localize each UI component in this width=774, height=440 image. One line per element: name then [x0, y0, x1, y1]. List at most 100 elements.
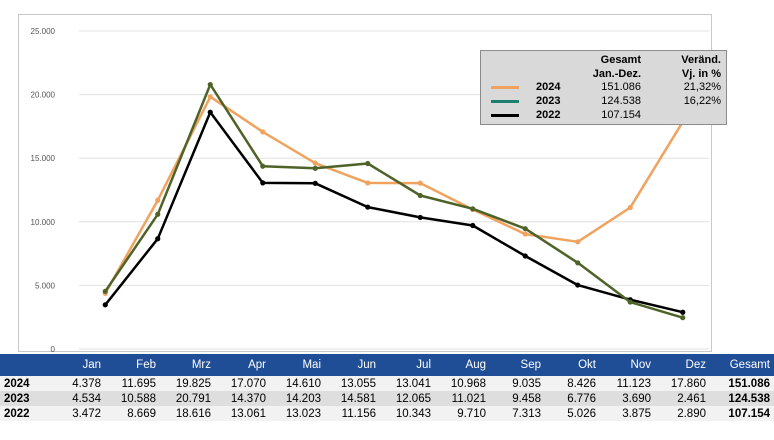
table-header: Apr: [215, 354, 270, 376]
legend-total-2023: 124.538: [601, 95, 641, 107]
table-cell: 3.875: [600, 406, 655, 421]
table-cell: 14.610: [270, 376, 325, 391]
table-header: Dez: [655, 354, 710, 376]
table-row: 2022 3.472 8.669 18.616 13.061 13.023 11…: [0, 406, 774, 421]
table-cell: 18.616: [160, 406, 215, 421]
y-tick-label: 20.000: [31, 91, 56, 100]
table-cell: 8.669: [105, 406, 160, 421]
table-cell: 3.472: [50, 406, 105, 421]
data-point-2023: [680, 315, 686, 321]
data-point-2023: [312, 165, 318, 171]
table-header: Feb: [105, 354, 160, 376]
table-cell: 13.041: [380, 376, 435, 391]
table-cell: 14.203: [270, 391, 325, 406]
chart-frame: 0 5.000 10.000 15.000 20.000 25.000 Gesamt Ja…: [18, 14, 727, 353]
data-point-2023: [417, 192, 423, 199]
data-point-2023: [260, 163, 266, 169]
table-cell: 11.695: [105, 376, 160, 391]
table-header: Okt: [545, 354, 600, 376]
table-cell: 2.890: [655, 406, 710, 421]
table-cell: 5.026: [545, 406, 600, 421]
series-line-2024: [104, 95, 684, 294]
table-cell: 9.710: [435, 406, 490, 421]
data-point-2023: [155, 211, 161, 217]
y-tick-label: 0: [51, 345, 56, 353]
legend-year-2023: 2023: [536, 95, 561, 107]
legend-swatch-2023: [491, 100, 519, 103]
table-cell-total: 151.086: [710, 376, 774, 391]
data-point-2022: [155, 236, 161, 242]
data-point-2022: [470, 222, 476, 229]
data-point-2024: [155, 197, 161, 203]
table-cell: 9.035: [490, 376, 545, 391]
table-cell: 6.776: [545, 391, 600, 406]
table-cell: 10.588: [105, 391, 160, 406]
table-cell: 17.860: [655, 376, 710, 391]
legend-year-2022: 2022: [536, 109, 561, 121]
data-point-2024: [522, 231, 528, 237]
data-point-2024: [260, 129, 266, 135]
table-cell: 4.378: [50, 376, 105, 391]
legend-header-change-2: Vj. in %: [681, 68, 721, 80]
legend-header-total-2: Jan.-Dez.: [592, 68, 641, 80]
table-cell: 8.426: [545, 376, 600, 391]
data-table: Jan Feb Mrz Apr Mai Jun Jul Aug Sep Okt …: [0, 354, 774, 421]
data-point-2023: [470, 206, 476, 212]
legend-header-change-1: Veränd.: [681, 54, 721, 66]
legend-change-2023: 16,22%: [683, 95, 721, 107]
table-cell: 13.055: [325, 376, 380, 391]
table-cell: 11.123: [600, 376, 655, 391]
table-header: Jun: [325, 354, 380, 376]
table-cell: 13.061: [215, 406, 270, 421]
data-point-2023: [627, 299, 633, 305]
data-point-2024: [627, 204, 633, 211]
legend-year-2024: 2024: [536, 81, 561, 93]
legend-swatch-2022: [491, 114, 519, 117]
table-cell-total: 124.538: [710, 391, 774, 406]
data-point-2022: [680, 309, 686, 315]
table-cell: 12.065: [380, 391, 435, 406]
y-tick-label: 25.000: [31, 27, 56, 36]
data-point-2022: [575, 282, 581, 288]
y-tick-label: 15.000: [31, 154, 56, 163]
legend-change-2024: 21,32%: [683, 81, 721, 93]
data-point-2022: [417, 214, 423, 221]
table-cell: 17.070: [215, 376, 270, 391]
table-cell: 19.825: [160, 376, 215, 391]
series-line-2022: [104, 110, 684, 314]
table-header-blank: [0, 354, 50, 376]
table-cell: 11.021: [435, 391, 490, 406]
table-cell: 10.968: [435, 376, 490, 391]
table-cell: 4.534: [50, 391, 105, 406]
data-point-2022: [260, 180, 266, 186]
table-cell: 11.156: [325, 406, 380, 421]
table-cell: 14.581: [325, 391, 380, 406]
table-cell: 14.370: [215, 391, 270, 406]
table-cell: 20.791: [160, 391, 215, 406]
legend-total-2022: 107.154: [601, 109, 641, 121]
data-point-2022: [312, 180, 318, 186]
table-cell: 7.313: [490, 406, 545, 421]
data-point-2023: [102, 288, 108, 294]
table-header: Mai: [270, 354, 325, 376]
table-header: Nov: [600, 354, 655, 376]
table-cell: 10.343: [380, 406, 435, 421]
legend-header-total-1: Gesamt: [600, 54, 641, 66]
data-point-2024: [365, 180, 371, 186]
line-chart: 0 5.000 10.000 15.000 20.000 25.000: [31, 27, 709, 353]
y-tick-label: 10.000: [31, 218, 56, 227]
table-cell: 13.023: [270, 406, 325, 421]
table-header: Jul: [380, 354, 435, 376]
data-point-2024: [575, 239, 581, 245]
y-tick-label: 5.000: [35, 281, 56, 290]
data-point-2024: [207, 94, 213, 100]
legend-total-2024: 151.086: [601, 81, 641, 93]
data-point-2022: [207, 109, 213, 115]
table-header: Jan: [50, 354, 105, 376]
table-row: 2024 4.378 11.695 19.825 17.070 14.610 1…: [0, 376, 774, 391]
series-line-2023: [104, 83, 684, 319]
data-point-2022: [522, 253, 528, 259]
data-point-2024: [312, 160, 318, 166]
data-point-2023: [522, 226, 528, 232]
table-cell-total: 107.154: [710, 406, 774, 421]
